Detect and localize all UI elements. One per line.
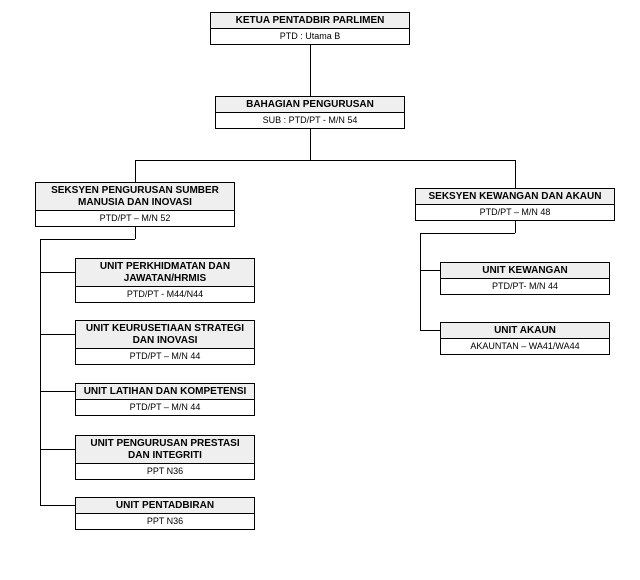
node-unit_pentadbiran: UNIT PENTADBIRANPPT N36 bbox=[75, 497, 255, 530]
connector bbox=[40, 505, 75, 506]
connector bbox=[40, 449, 75, 450]
connector bbox=[135, 227, 136, 239]
node-subtitle: AKAUNTAN – WA41/WA44 bbox=[441, 339, 609, 354]
node-bahagian: BAHAGIAN PENGURUSANSUB : PTD/PT - M/N 54 bbox=[215, 96, 405, 129]
node-title: BAHAGIAN PENGURUSAN bbox=[216, 97, 404, 113]
node-subtitle: PTD/PT - M44/N44 bbox=[76, 287, 254, 302]
node-unit_perkhidmatan: UNIT PERKHIDMATAN DAN JAWATAN/HRMISPTD/P… bbox=[75, 258, 255, 303]
connector bbox=[310, 45, 311, 96]
node-subtitle: PTD/PT – M/N 48 bbox=[416, 205, 614, 220]
node-unit_akaun: UNIT AKAUNAKAUNTAN – WA41/WA44 bbox=[440, 322, 610, 355]
node-subtitle: PPT N36 bbox=[76, 514, 254, 529]
node-subtitle: PTD/PT – M/N 44 bbox=[76, 400, 254, 415]
connector bbox=[420, 270, 440, 271]
node-title: UNIT KEURUSETIAAN STRATEGI DAN INOVASI bbox=[76, 321, 254, 349]
node-unit_latihan: UNIT LATIHAN DAN KOMPETENSIPTD/PT – M/N … bbox=[75, 383, 255, 416]
node-seksyen_hr: SEKSYEN PENGURUSAN SUMBER MANUSIA DAN IN… bbox=[35, 182, 235, 227]
node-seksyen_fin: SEKSYEN KEWANGAN DAN AKAUNPTD/PT – M/N 4… bbox=[415, 188, 615, 221]
node-title: SEKSYEN PENGURUSAN SUMBER MANUSIA DAN IN… bbox=[36, 183, 234, 211]
node-unit_prestasi: UNIT PENGURUSAN PRESTASI DAN INTEGRITIPP… bbox=[75, 435, 255, 480]
connector bbox=[420, 233, 515, 234]
node-subtitle: PTD/PT- M/N 44 bbox=[441, 279, 609, 294]
connector bbox=[40, 272, 75, 273]
node-root: KETUA PENTADBIR PARLIMENPTD : Utama B bbox=[210, 12, 410, 45]
node-subtitle: PPT N36 bbox=[76, 464, 254, 479]
node-subtitle: PTD/PT – M/N 44 bbox=[76, 349, 254, 364]
connector bbox=[515, 221, 516, 233]
node-title: SEKSYEN KEWANGAN DAN AKAUN bbox=[416, 189, 614, 205]
node-unit_kewangan: UNIT KEWANGANPTD/PT- M/N 44 bbox=[440, 262, 610, 295]
node-title: UNIT LATIHAN DAN KOMPETENSI bbox=[76, 384, 254, 400]
org-chart: KETUA PENTADBIR PARLIMENPTD : Utama B BAH… bbox=[0, 0, 640, 580]
connector bbox=[310, 129, 311, 160]
node-title: UNIT AKAUN bbox=[441, 323, 609, 339]
node-subtitle: SUB : PTD/PT - M/N 54 bbox=[216, 113, 404, 128]
node-title: KETUA PENTADBIR PARLIMEN bbox=[211, 13, 409, 29]
connector bbox=[420, 233, 421, 330]
node-title: UNIT KEWANGAN bbox=[441, 263, 609, 279]
node-title: UNIT PENGURUSAN PRESTASI DAN INTEGRITI bbox=[76, 436, 254, 464]
connector bbox=[135, 160, 515, 161]
connector bbox=[515, 160, 516, 188]
node-title: UNIT PENTADBIRAN bbox=[76, 498, 254, 514]
node-unit_strategi: UNIT KEURUSETIAAN STRATEGI DAN INOVASIPT… bbox=[75, 320, 255, 365]
connector bbox=[135, 160, 136, 182]
connector bbox=[40, 391, 75, 392]
connector bbox=[40, 239, 135, 240]
node-subtitle: PTD : Utama B bbox=[211, 29, 409, 44]
node-title: UNIT PERKHIDMATAN DAN JAWATAN/HRMIS bbox=[76, 259, 254, 287]
node-subtitle: PTD/PT – M/N 52 bbox=[36, 211, 234, 226]
connector bbox=[420, 330, 440, 331]
connector bbox=[40, 239, 41, 505]
connector bbox=[40, 334, 75, 335]
